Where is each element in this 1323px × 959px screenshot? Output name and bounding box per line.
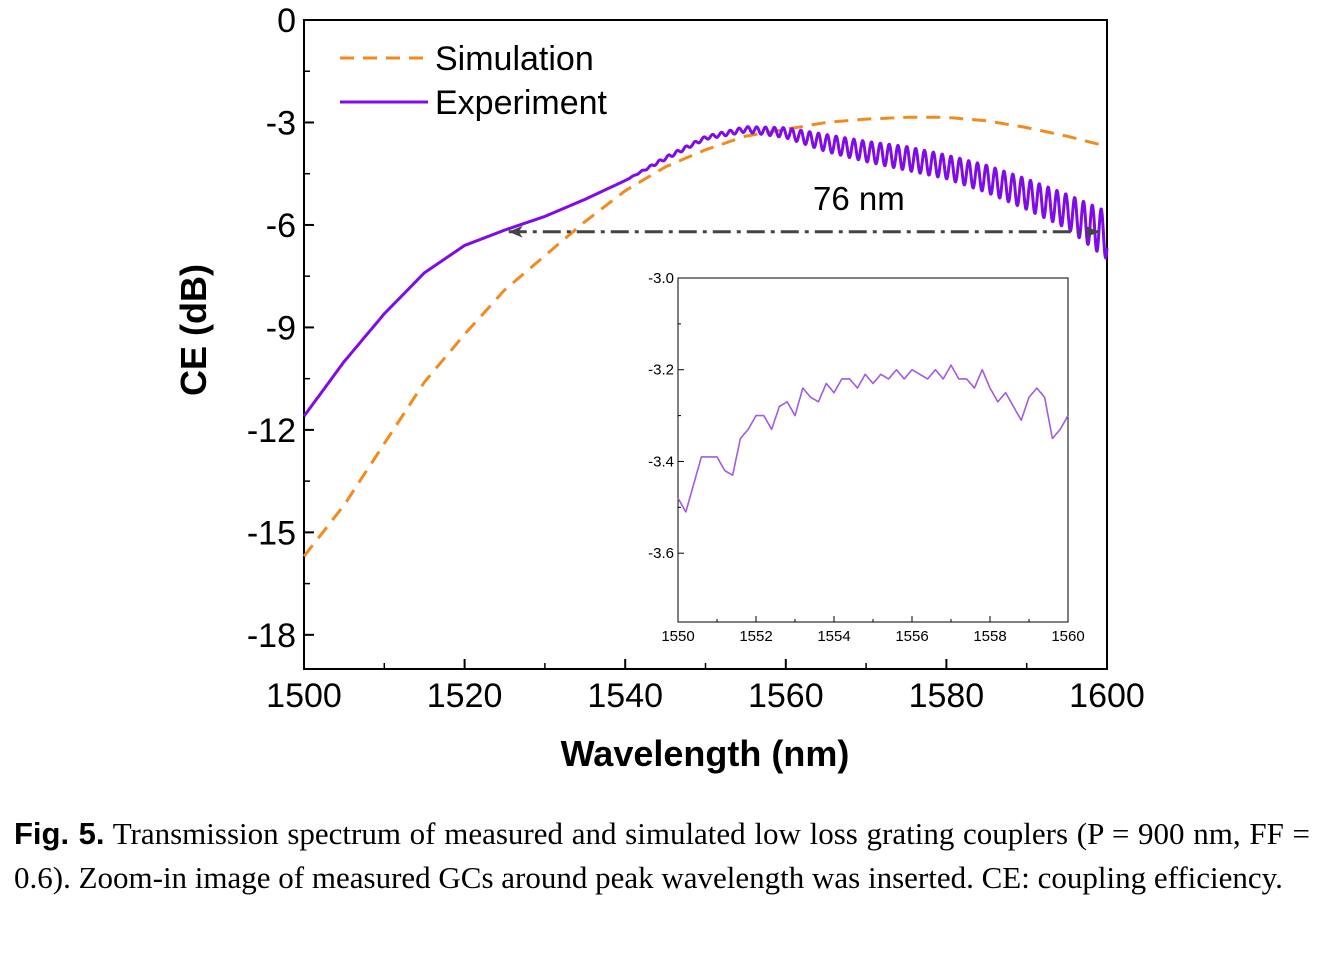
legend-experiment-label: Experiment [435, 84, 608, 122]
y-tick-label: -9 [266, 309, 296, 347]
inset-series-group [677, 364, 1069, 513]
y-tick-label: -15 [247, 514, 296, 552]
y-tick-label: -18 [247, 617, 296, 655]
main-axes: 1500 1520 1540 1560 1580 1600 0 -3 -6 -9 -12 -15 -18 [247, 2, 1145, 715]
inset-x-tick-label: 1560 [1051, 628, 1084, 645]
main-chart: 1500 1520 1540 1560 1580 1600 0 -3 -6 -9 -12 -15 -18… [173, 2, 1145, 774]
caption-text: Transmission spectrum of measured and si… [14, 816, 1310, 895]
inset-frame [677, 277, 1069, 623]
experiment-line [302, 125, 1109, 418]
annotation-arrowhead-left [508, 225, 523, 238]
main-series-group [302, 115, 1109, 558]
inset-x-tick-label: 1554 [817, 628, 850, 645]
x-tick-label: 1580 [909, 677, 985, 715]
inset-x-tick-label: 1552 [739, 628, 772, 645]
annotation-arrowhead-right [1085, 225, 1099, 238]
y-tick-label: -12 [247, 412, 296, 450]
y-tick-label: 0 [277, 2, 296, 40]
legend-simulation-label: Simulation [435, 40, 594, 78]
x-axis-title: Wavelength (nm) [561, 733, 850, 774]
inset-x-tick-label: 1556 [895, 628, 928, 645]
y-tick-label: -6 [266, 207, 296, 245]
inset-x-tick-label: 1558 [973, 628, 1006, 645]
inset-chart: 1550 1552 1554 1556 1558 1560 -3.0 -3.2 -3.4 -3.6 [648, 270, 1085, 645]
inset-experiment-line [677, 364, 1069, 513]
annotation-label: 76 nm [813, 180, 905, 217]
x-tick-label: 1540 [587, 677, 663, 715]
legend: Simulation Experiment [340, 40, 608, 122]
x-tick-label: 1560 [748, 677, 824, 715]
inset-y-tick-label: -3.2 [648, 362, 674, 379]
figure: 1500 1520 1540 1560 1580 1600 0 -3 -6 -9 -12 -15 -18… [173, 2, 1145, 774]
figure-caption: Fig. 5. Transmission spectrum of measure… [14, 812, 1310, 900]
inset-y-tick-label: -3.0 [648, 270, 674, 287]
y-tick-label: -3 [266, 104, 296, 142]
simulation-line [302, 115, 1108, 558]
width-annotation: 76 nm [508, 180, 1099, 238]
caption-label: Fig. 5. [14, 816, 105, 851]
inset-axes: 1550 1552 1554 1556 1558 1560 -3.0 -3.2 -3.4 -3.6 [648, 270, 1085, 645]
x-tick-label: 1600 [1069, 677, 1145, 715]
inset-x-tick-label: 1550 [661, 628, 694, 645]
inset-y-tick-label: -3.4 [648, 453, 674, 470]
inset-y-tick-label: -3.6 [648, 545, 674, 562]
y-axis-title: CE (dB) [173, 264, 214, 396]
x-tick-label: 1500 [266, 677, 342, 715]
x-tick-label: 1520 [427, 677, 503, 715]
